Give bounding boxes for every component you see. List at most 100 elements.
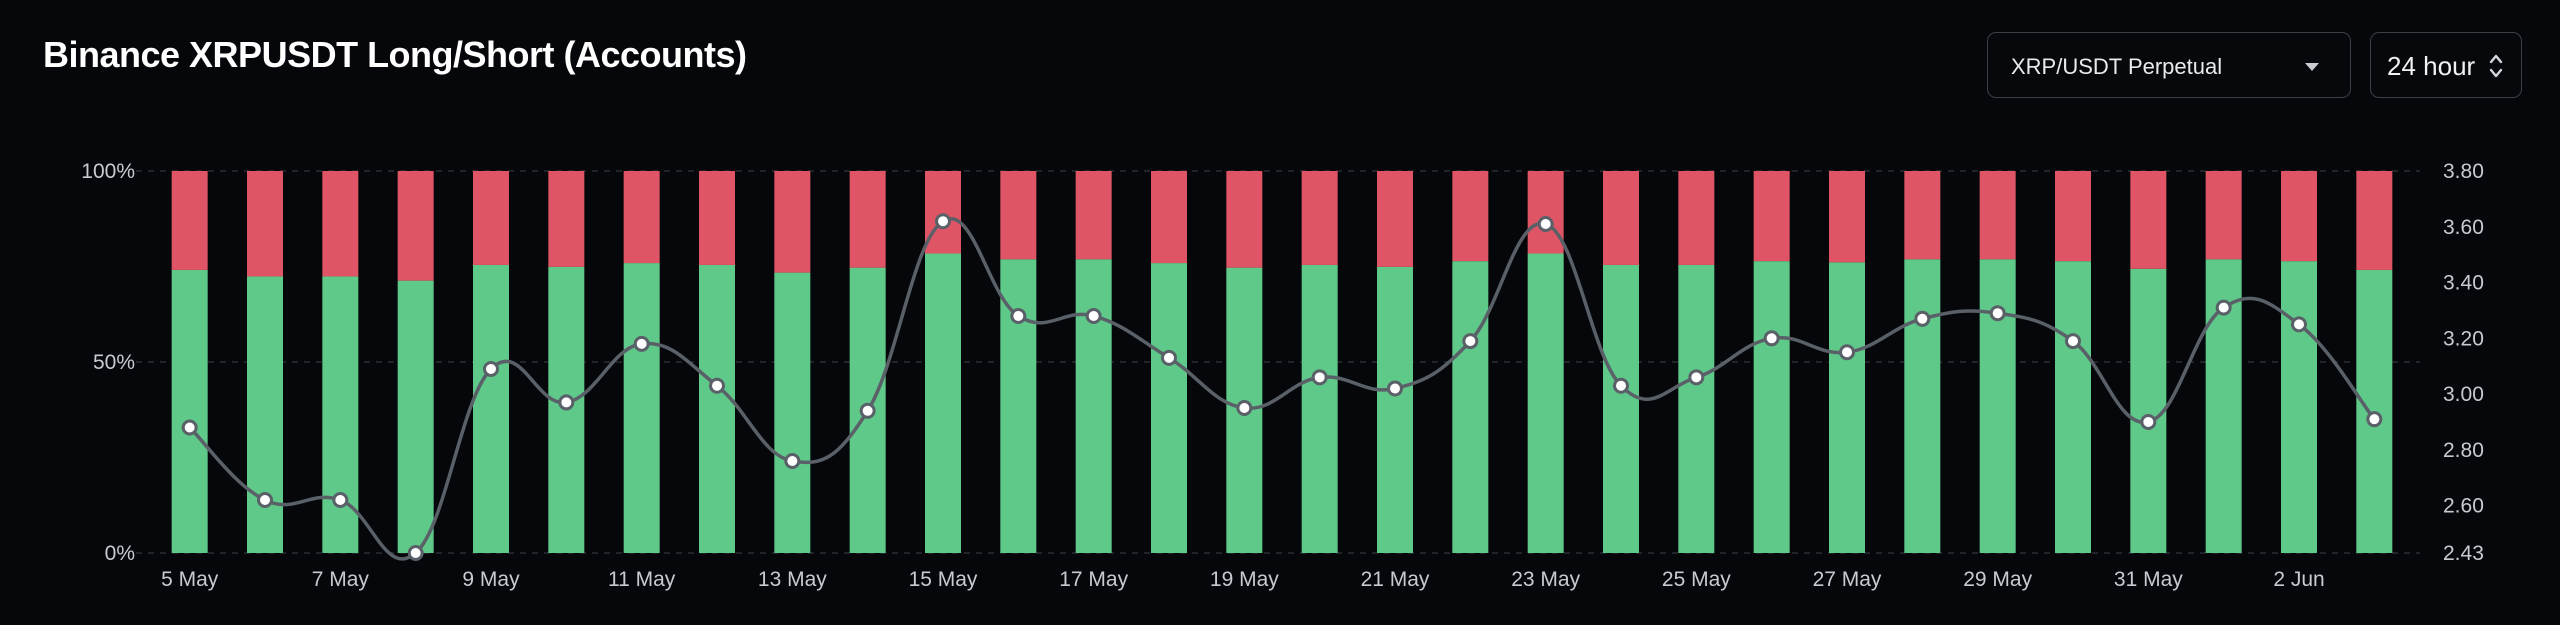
x-axis-tick-label: 19 May bbox=[1210, 568, 1279, 591]
long-bar bbox=[699, 264, 735, 553]
x-axis-tick-label: 2 Jun bbox=[2273, 568, 2324, 591]
price-point bbox=[1462, 333, 1479, 350]
price-point bbox=[181, 419, 198, 436]
x-axis-tick-label: 7 May bbox=[312, 568, 370, 591]
x-axis-tick-label: 15 May bbox=[909, 568, 978, 591]
short-bar bbox=[322, 171, 359, 277]
price-point bbox=[1613, 377, 1629, 394]
long-bar bbox=[473, 264, 509, 553]
long-bar bbox=[925, 253, 961, 553]
left-axis-tick-label: 0% bbox=[105, 542, 135, 565]
price-point bbox=[257, 492, 273, 509]
price-point bbox=[2140, 413, 2157, 430]
x-axis-tick-label: 25 May bbox=[1662, 568, 1731, 591]
short-bar bbox=[2205, 171, 2242, 260]
price-point bbox=[1010, 307, 1027, 324]
x-axis-tick-label: 9 May bbox=[462, 568, 520, 591]
x-axis-tick-label: 23 May bbox=[1511, 568, 1580, 591]
short-bar bbox=[473, 171, 509, 265]
right-axis-tick-label: 3.80 bbox=[2443, 160, 2484, 183]
x-axis-tick-label: 27 May bbox=[1813, 568, 1882, 591]
x-axis-tick-label: 11 May bbox=[608, 568, 676, 591]
long-bar bbox=[1301, 264, 1338, 553]
price-point bbox=[935, 213, 951, 230]
short-bar bbox=[623, 171, 660, 264]
interval-select[interactable]: 24 hour bbox=[2370, 32, 2522, 98]
price-point bbox=[1387, 380, 1403, 397]
left-axis-tick-label: 50% bbox=[93, 351, 135, 374]
right-axis-tick-label: 2.60 bbox=[2443, 495, 2484, 518]
short-bar bbox=[1000, 171, 1037, 260]
pair-select[interactable]: XRP/USDT Perpetual bbox=[1987, 32, 2351, 98]
price-point bbox=[709, 377, 725, 394]
long-bar bbox=[1527, 253, 1564, 553]
right-axis-tick-label: 3.40 bbox=[2443, 272, 2484, 295]
short-bar bbox=[1452, 171, 1489, 262]
short-bar bbox=[1377, 171, 1413, 267]
long-bar bbox=[322, 276, 359, 553]
x-axis-tick-label: 5 May bbox=[161, 568, 219, 591]
sort-updown-icon bbox=[2489, 54, 2503, 78]
long-bar bbox=[171, 269, 208, 553]
short-bar bbox=[699, 171, 735, 265]
short-bar bbox=[2356, 171, 2393, 270]
price-line bbox=[188, 217, 2376, 561]
short-bar bbox=[1678, 171, 1715, 265]
long-bar bbox=[1829, 262, 1865, 553]
x-axis-tick-label: 17 May bbox=[1059, 568, 1128, 591]
short-bar bbox=[1075, 171, 1112, 260]
price-point bbox=[2215, 299, 2232, 316]
long-bar bbox=[2055, 261, 2091, 553]
long-bar bbox=[1075, 259, 1112, 553]
short-bar bbox=[1753, 171, 1790, 262]
long-bar bbox=[1452, 261, 1489, 553]
short-bar bbox=[1904, 171, 1941, 260]
long-bar bbox=[1753, 261, 1790, 553]
price-point bbox=[483, 360, 499, 377]
short-bar bbox=[1527, 171, 1564, 254]
long-bar bbox=[397, 280, 434, 553]
right-axis-tick-label: 2.43 bbox=[2443, 542, 2484, 565]
short-bar bbox=[2055, 171, 2091, 262]
long-bar bbox=[1603, 264, 1639, 553]
price-point bbox=[1085, 307, 1102, 324]
interval-select-value: 24 hour bbox=[2387, 51, 2476, 81]
price-line-layer bbox=[181, 213, 2383, 561]
short-bar bbox=[2130, 171, 2167, 269]
x-axis-tick-label: 13 May bbox=[758, 568, 827, 591]
price-point bbox=[2065, 333, 2081, 350]
long-bar bbox=[623, 263, 660, 553]
short-bar bbox=[548, 171, 585, 267]
short-bar bbox=[247, 171, 283, 277]
x-axis-tick-label: 29 May bbox=[1963, 568, 2032, 591]
short-bar bbox=[1603, 171, 1639, 265]
right-axis-tick-label: 3.20 bbox=[2443, 327, 2484, 350]
right-axis-tick-label: 2.80 bbox=[2443, 439, 2484, 462]
price-point bbox=[1688, 369, 1705, 386]
x-axis-tick-label: 31 May bbox=[2114, 568, 2183, 591]
long-bar bbox=[247, 276, 283, 553]
caret-down-icon bbox=[2305, 63, 2319, 71]
price-point bbox=[1763, 330, 1780, 347]
short-bar bbox=[171, 171, 208, 270]
price-point bbox=[2291, 316, 2307, 333]
short-bar bbox=[1979, 171, 2016, 260]
axis-layer: 0% 50% 100% 2.43 2.60 2.80 3.00 3.20 3.40 3.60 3.8… bbox=[81, 160, 2484, 591]
price-point bbox=[1161, 349, 1177, 366]
price-point bbox=[1311, 369, 1328, 386]
long-bar bbox=[1678, 264, 1715, 553]
right-axis-tick-label: 3.00 bbox=[2443, 383, 2484, 406]
short-bar bbox=[397, 171, 434, 281]
right-axis-tick-label: 3.60 bbox=[2443, 216, 2484, 239]
price-point bbox=[1839, 344, 1855, 361]
long-bar bbox=[1377, 266, 1413, 553]
short-bar bbox=[1226, 171, 1263, 268]
price-point bbox=[2366, 411, 2383, 428]
price-point bbox=[784, 452, 801, 469]
long-bar bbox=[1979, 259, 2016, 553]
left-axis-tick-label: 100% bbox=[81, 160, 135, 183]
short-bar bbox=[774, 171, 811, 273]
pair-select-value: XRP/USDT Perpetual bbox=[2011, 54, 2223, 79]
short-bar bbox=[2281, 171, 2317, 262]
